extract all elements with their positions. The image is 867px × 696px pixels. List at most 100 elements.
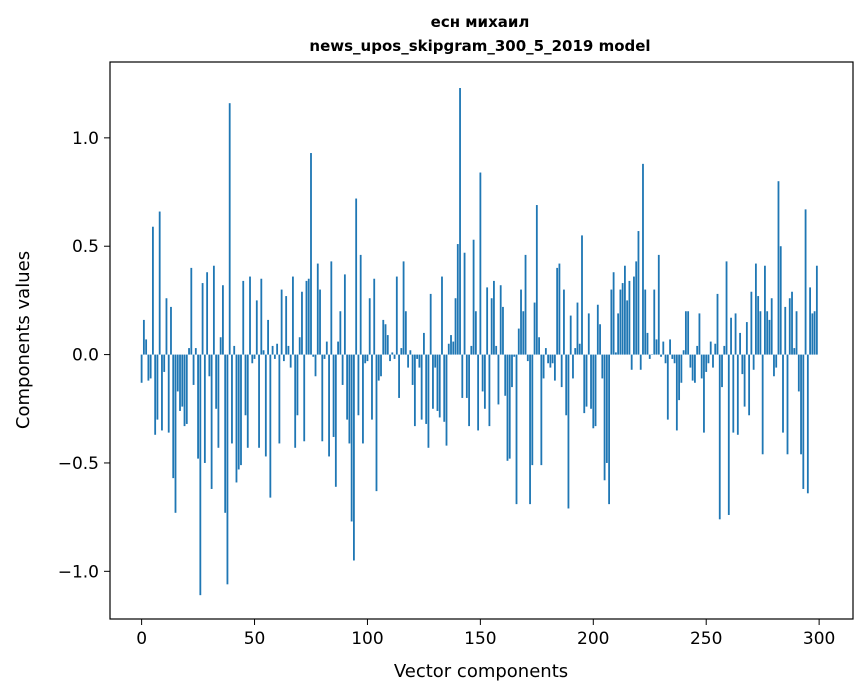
- x-tick-label-300: 300: [803, 629, 835, 649]
- bar-129: [432, 354, 434, 409]
- bar-276: [764, 265, 766, 355]
- bar-33: [215, 354, 218, 409]
- bar-108: [384, 324, 387, 355]
- bar-3: [147, 354, 150, 381]
- bar-146: [470, 345, 473, 355]
- bar-18: [181, 354, 184, 407]
- bar-262: [732, 354, 735, 433]
- bar-8: [158, 211, 161, 355]
- bar-90: [343, 274, 346, 355]
- bar-127: [427, 354, 430, 448]
- bar-174: [533, 302, 536, 355]
- bar-293: [802, 354, 805, 489]
- bar-95: [355, 198, 358, 355]
- bar-57: [269, 354, 272, 498]
- bar-231: [662, 341, 665, 355]
- bar-153: [486, 287, 489, 355]
- x-tick-label-0: 0: [136, 629, 147, 649]
- bar-115: [400, 348, 403, 355]
- bar-180: [547, 354, 550, 364]
- bar-6: [154, 354, 157, 435]
- bar-244: [691, 354, 694, 381]
- bar-274: [759, 311, 762, 355]
- bar-247: [698, 313, 701, 355]
- bar-257: [721, 354, 723, 388]
- bar-255: [716, 293, 719, 355]
- bar-229: [657, 254, 660, 355]
- bar-287: [788, 298, 791, 355]
- bar-206: [605, 354, 608, 463]
- bar-91: [346, 354, 349, 420]
- bar-162: [506, 354, 509, 461]
- bar-188: [565, 354, 568, 416]
- bar-49: [251, 354, 254, 364]
- bar-165: [513, 354, 516, 357]
- bar-209: [612, 272, 615, 355]
- bar-238: [678, 354, 681, 401]
- bar-69: [296, 354, 299, 416]
- bar-99: [364, 354, 367, 364]
- bar-299: [815, 265, 818, 355]
- bar-164: [511, 354, 513, 388]
- bar-161: [504, 354, 507, 396]
- bar-256: [718, 354, 721, 520]
- bar-10: [163, 354, 166, 372]
- bar-76: [312, 354, 315, 357]
- bar-218: [633, 276, 635, 355]
- bar-237: [675, 354, 678, 431]
- x-tick-label-100: 100: [351, 629, 383, 649]
- bar-191: [572, 354, 574, 379]
- bar-219: [635, 261, 638, 355]
- bar-224: [646, 332, 649, 355]
- bar-270: [750, 291, 753, 355]
- bar-2: [145, 339, 148, 355]
- bar-0: [140, 354, 143, 383]
- x-tick-label-150: 150: [464, 629, 496, 649]
- bar-28: [203, 354, 206, 463]
- y-tick-label-3: 0.5: [72, 237, 99, 257]
- bar-157: [495, 345, 498, 355]
- bar-97: [359, 254, 362, 355]
- bar-189: [567, 354, 570, 509]
- bar-107: [382, 319, 385, 355]
- bar-43: [237, 354, 240, 470]
- bar-193: [576, 302, 579, 355]
- bar-142: [461, 354, 464, 398]
- bar-248: [700, 354, 703, 379]
- bar-170: [524, 254, 527, 355]
- bar-151: [481, 354, 484, 392]
- bar-296: [809, 287, 811, 355]
- bar-84: [330, 261, 333, 355]
- bar-285: [784, 306, 787, 355]
- bar-87: [337, 341, 339, 355]
- bar-125: [423, 332, 425, 355]
- bar-36: [222, 285, 224, 355]
- bar-163: [508, 354, 511, 459]
- bar-197: [585, 354, 588, 407]
- bar-212: [619, 289, 622, 355]
- bar-25: [197, 354, 199, 459]
- bar-19: [183, 354, 186, 427]
- bar-246: [696, 345, 699, 355]
- bar-98: [362, 354, 364, 444]
- bar-261: [730, 317, 732, 355]
- bar-27: [201, 283, 204, 355]
- bar-171: [526, 354, 529, 362]
- bar-42: [235, 354, 238, 483]
- bar-169: [522, 311, 525, 355]
- bar-160: [502, 306, 504, 355]
- bar-277: [766, 311, 769, 355]
- bar-48: [249, 276, 251, 355]
- bar-11: [165, 298, 168, 355]
- bar-134: [443, 354, 446, 422]
- y-axis-label: Components values: [13, 251, 34, 429]
- bar-96: [357, 354, 360, 416]
- bar-series: [140, 88, 818, 596]
- bar-135: [445, 354, 448, 446]
- bar-26: [199, 354, 202, 596]
- bar-63: [282, 354, 285, 362]
- bar-41: [233, 345, 236, 355]
- y-tick-label-4: 1.0: [72, 129, 99, 149]
- bar-203: [599, 324, 601, 355]
- bar-7: [156, 354, 159, 420]
